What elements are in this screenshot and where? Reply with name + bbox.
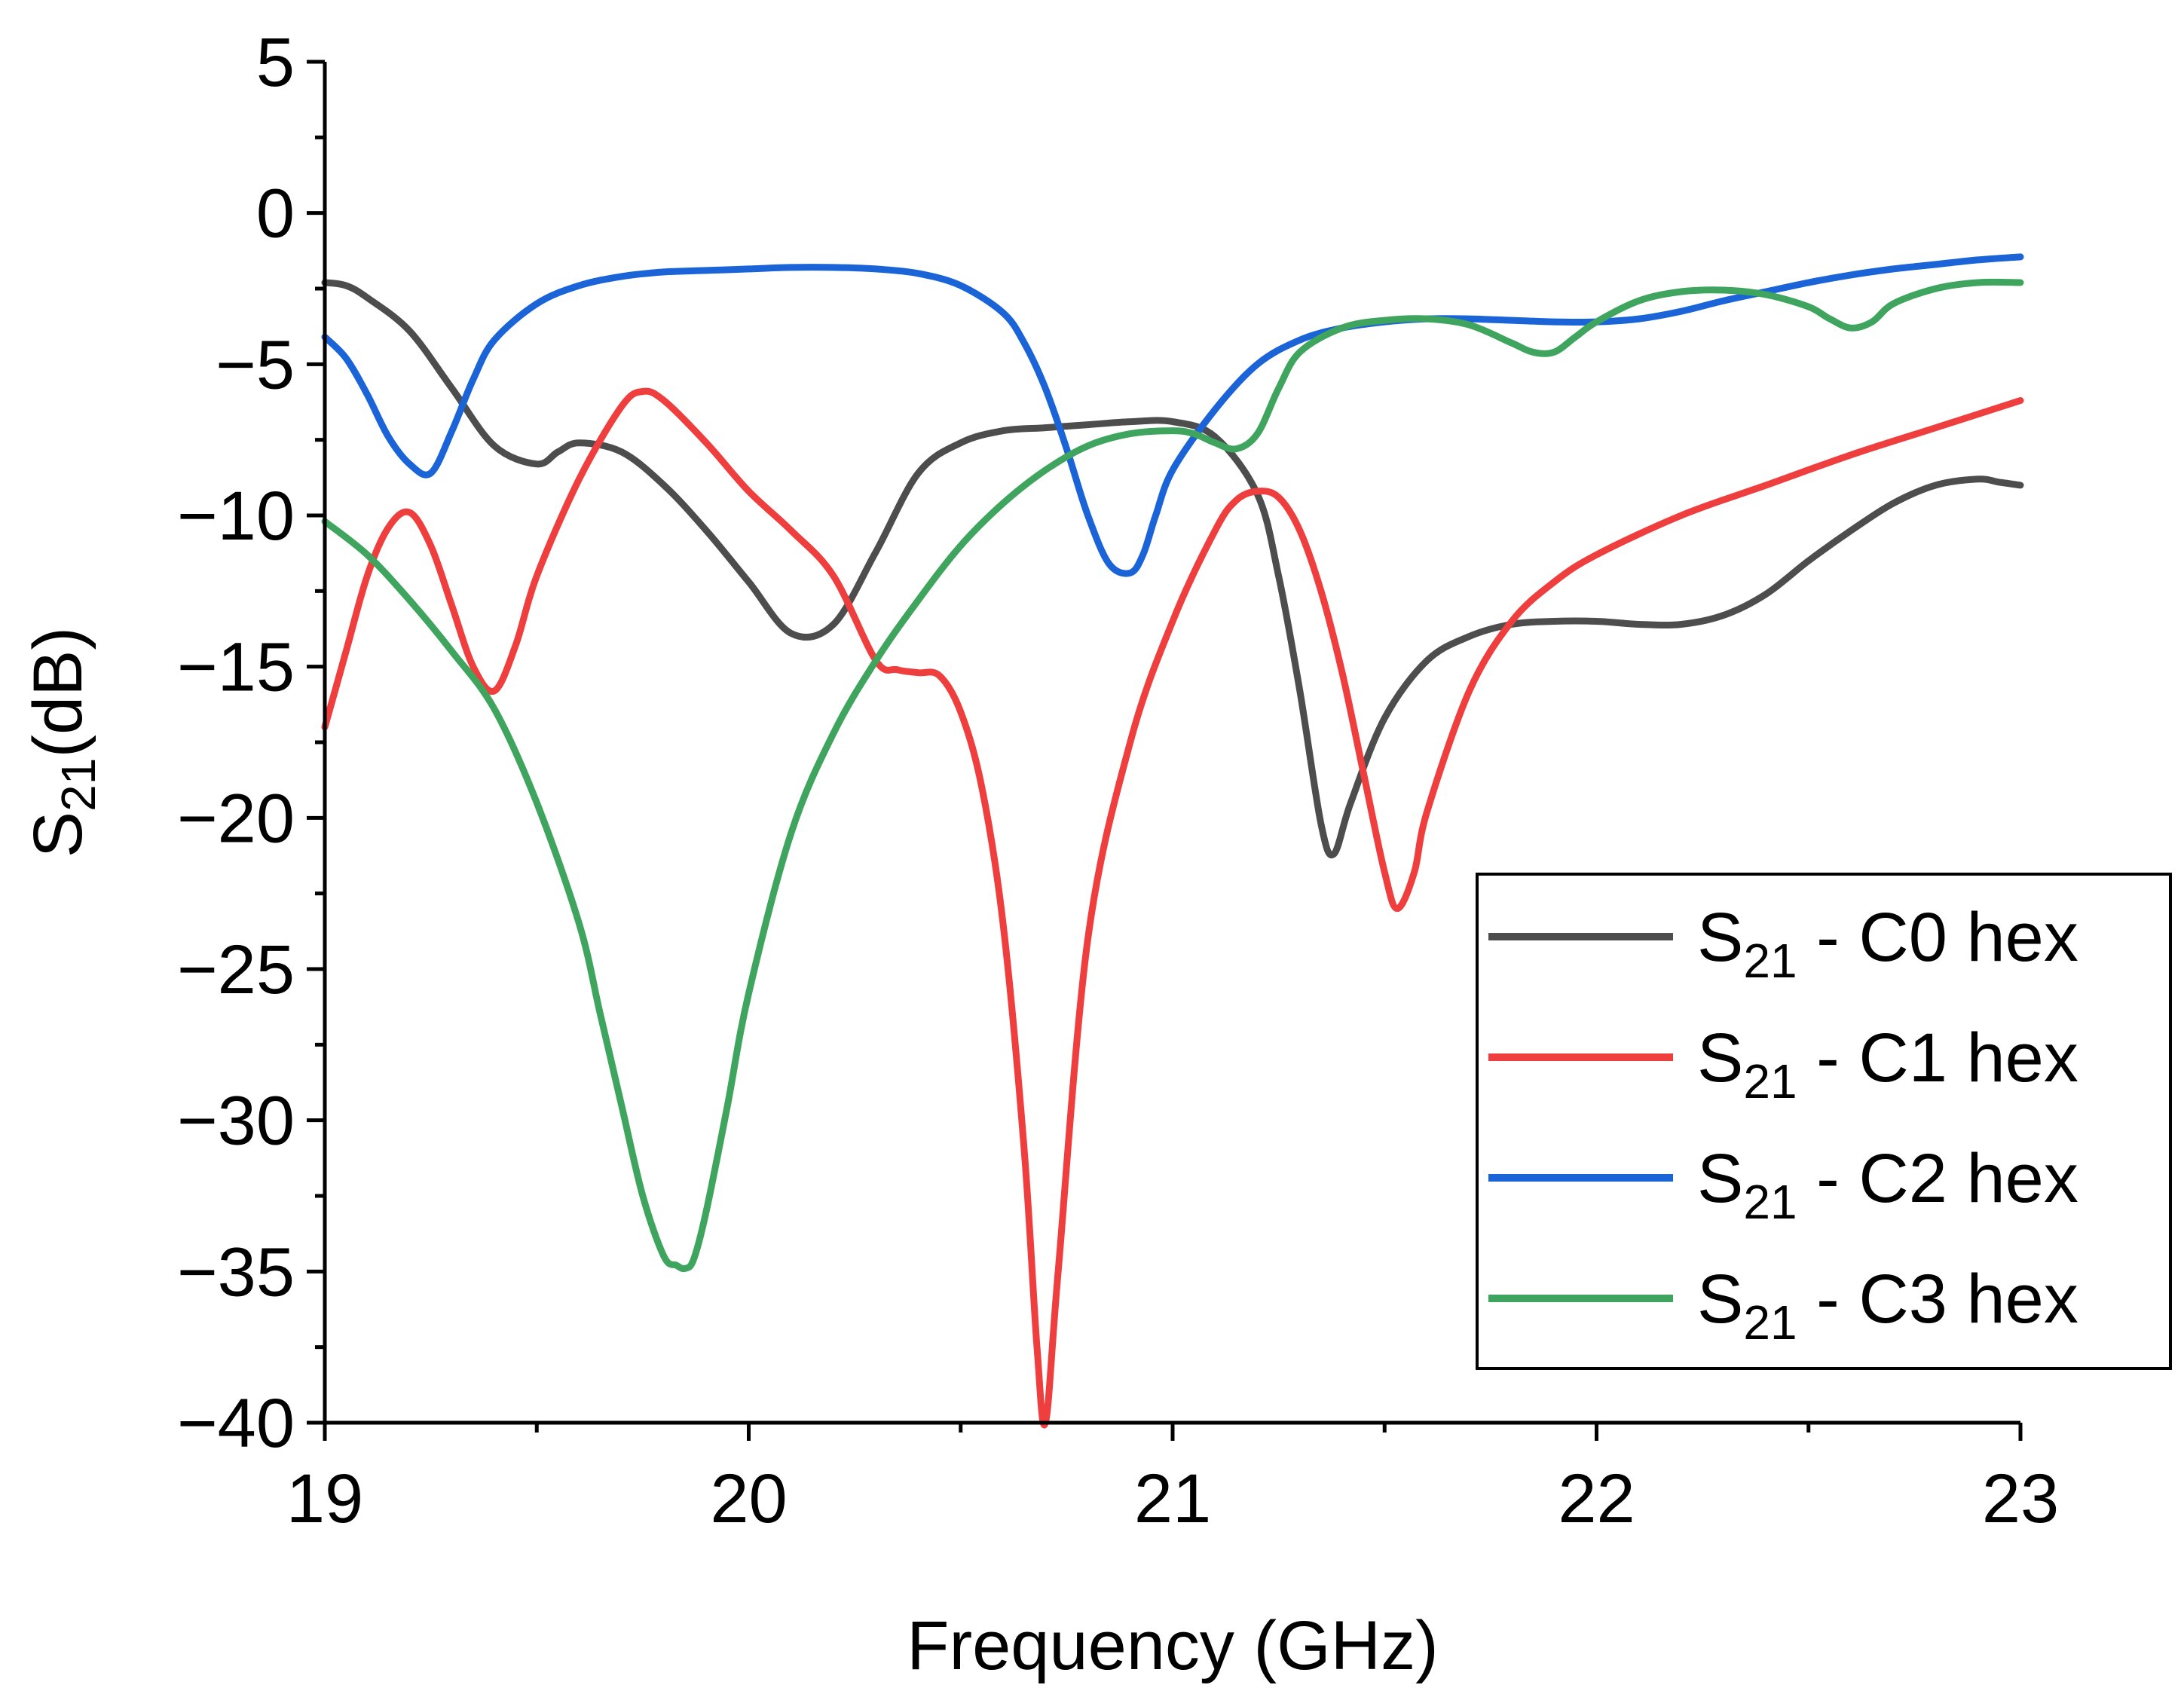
legend-label-rest: - C3 hex — [1797, 1261, 2078, 1338]
legend-label-base: S — [1697, 899, 1743, 976]
x-tick-label: 19 — [286, 1460, 363, 1537]
legend-label-base: S — [1697, 1020, 1743, 1096]
y-tick-label: −15 — [177, 629, 295, 706]
x-tick-label: 23 — [1982, 1460, 2059, 1537]
y-axis-title: S21(dB) — [20, 627, 106, 858]
y-tick-label: 0 — [256, 176, 295, 252]
y-tick-label: −20 — [177, 780, 295, 857]
legend-entry: S21 - C1 hex — [1488, 1020, 2078, 1108]
x-tick-label: 22 — [1558, 1460, 1635, 1537]
legend-label-sub: 21 — [1743, 1054, 1797, 1108]
legend-label-rest: - C1 hex — [1797, 1020, 2078, 1096]
legend-label-sub: 21 — [1743, 934, 1797, 988]
legend-label-rest: - C0 hex — [1797, 899, 2078, 976]
series-line-1 — [321, 387, 2024, 1429]
x-tick-label: 21 — [1134, 1460, 1211, 1537]
x-axis-title: Frequency (GHz) — [907, 1607, 1439, 1684]
y-axis-title-base: S — [20, 812, 96, 858]
y-tick-label: −10 — [177, 478, 295, 555]
legend-label: S21 - C3 hex — [1697, 1261, 2078, 1350]
legend-label-base: S — [1697, 1261, 1743, 1338]
y-tick-label: 5 — [256, 24, 295, 101]
series-line-2 — [321, 253, 2024, 577]
series-layer — [321, 253, 2024, 1429]
y-tick-label: −25 — [177, 931, 295, 1008]
legend-label-base: S — [1697, 1140, 1743, 1217]
legend-label: S21 - C1 hex — [1697, 1020, 2078, 1108]
legend-label: S21 - C2 hex — [1697, 1140, 2078, 1229]
ticks — [307, 60, 2023, 1441]
y-axis-title-sub: 21 — [51, 758, 106, 812]
legend-entry: S21 - C0 hex — [1488, 899, 2078, 988]
legend-label-sub: 21 — [1743, 1175, 1797, 1229]
series-line-0 — [321, 279, 2024, 859]
y-axis-title-rest: (dB) — [20, 627, 96, 758]
y-tick-label: −40 — [177, 1385, 295, 1462]
legend-label-rest: - C2 hex — [1797, 1140, 2078, 1217]
y-tick-label: −30 — [177, 1083, 295, 1160]
legend-box — [1476, 873, 2172, 1370]
legend-label: S21 - C0 hex — [1697, 899, 2078, 988]
legend-entry: S21 - C2 hex — [1488, 1140, 2078, 1229]
y-tick-label: −35 — [177, 1234, 295, 1310]
series-line-3 — [321, 278, 2024, 1273]
y-tick-label: −5 — [216, 326, 295, 403]
x-tick-label: 20 — [710, 1460, 787, 1537]
legend-label-sub: 21 — [1743, 1295, 1797, 1350]
legend-entry: S21 - C3 hex — [1488, 1261, 2078, 1350]
